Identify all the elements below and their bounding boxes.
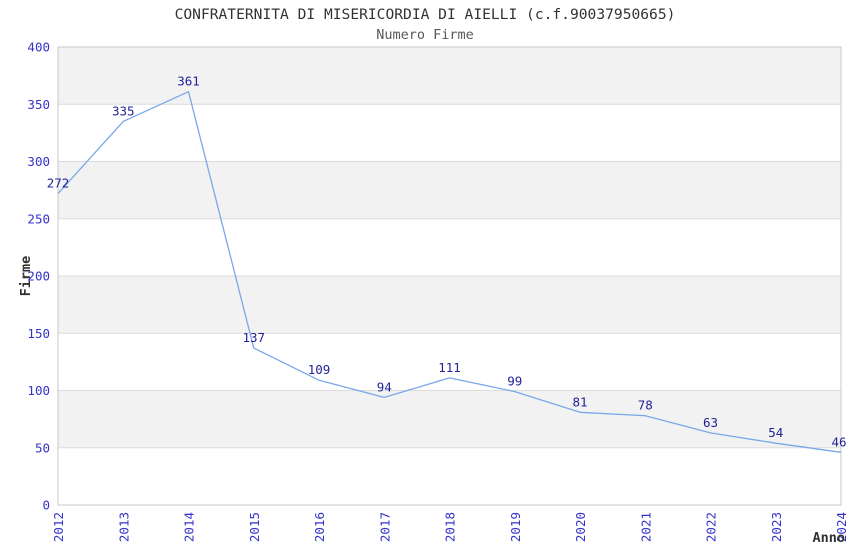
data-label: 63: [703, 415, 718, 430]
data-label: 94: [377, 379, 392, 394]
data-label: 361: [177, 74, 200, 89]
x-tick-label: 2016: [312, 512, 327, 542]
chart-title: CONFRATERNITA DI MISERICORDIA DI AIELLI …: [174, 6, 676, 23]
y-tick-label: 0: [42, 498, 50, 513]
data-label: 46: [831, 434, 846, 449]
data-label: 137: [243, 330, 266, 345]
x-tick-label: 2014: [182, 512, 197, 542]
y-tick-label: 400: [27, 40, 50, 55]
data-label: 109: [308, 362, 331, 377]
chart-subtitle: Numero Firme: [376, 27, 474, 43]
data-label: 272: [47, 176, 70, 191]
data-label: 111: [438, 360, 461, 375]
x-tick-label: 2017: [377, 512, 392, 542]
y-tick-label: 100: [27, 383, 50, 398]
y-tick-label: 300: [27, 154, 50, 169]
x-tick-label: 2013: [116, 512, 131, 542]
plot-band: [58, 390, 841, 448]
plot-band: [58, 161, 841, 219]
data-label: 78: [638, 398, 653, 413]
x-tick-label: 2018: [443, 512, 458, 542]
series-line: [57, 91, 842, 453]
plot-band: [58, 276, 841, 334]
y-axis-title: Firme: [18, 255, 34, 297]
data-label: 54: [768, 425, 783, 440]
y-tick-label: 250: [27, 211, 50, 226]
y-tick-label: 350: [27, 97, 50, 112]
x-tick-label: 2021: [638, 512, 653, 542]
x-tick-label: 2012: [51, 512, 66, 542]
x-tick-label: 2015: [247, 512, 262, 542]
y-tick-label: 200: [27, 269, 50, 284]
x-tick-label: 2019: [508, 512, 523, 542]
plot-band: [58, 47, 841, 105]
x-tick-label: 2024: [834, 512, 849, 542]
x-tick-label: 2022: [704, 512, 719, 542]
x-tick-label: 2020: [573, 512, 588, 542]
plot-frame: [57, 46, 842, 506]
data-label: 81: [572, 394, 587, 409]
data-label: 335: [112, 103, 135, 118]
y-tick-label: 50: [35, 440, 50, 455]
x-tick-label: 2023: [769, 512, 784, 542]
x-axis-title: Anno: [812, 530, 845, 546]
y-tick-label: 150: [27, 326, 50, 341]
data-label: 99: [507, 374, 522, 389]
